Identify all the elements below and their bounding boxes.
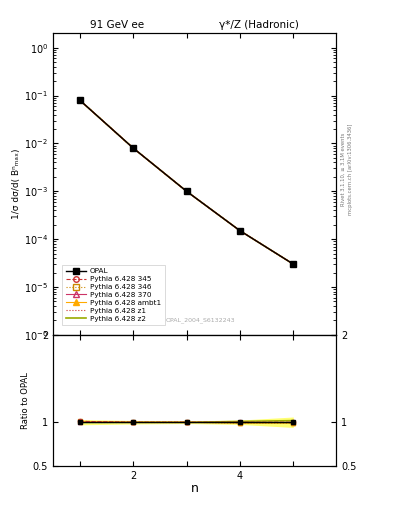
Text: Rivet 3.1.10, ≥ 3.1M events: Rivet 3.1.10, ≥ 3.1M events [341, 132, 346, 206]
Legend: OPAL, Pythia 6.428 345, Pythia 6.428 346, Pythia 6.428 370, Pythia 6.428 ambt1, : OPAL, Pythia 6.428 345, Pythia 6.428 346… [62, 265, 165, 325]
Text: γ*/Z (Hadronic): γ*/Z (Hadronic) [219, 19, 299, 30]
Y-axis label: 1/σ dσ/d( Bⁿₘₐₓ): 1/σ dσ/d( Bⁿₘₐₓ) [12, 149, 21, 219]
Text: 91 GeV ee: 91 GeV ee [90, 19, 144, 30]
Text: OPAL_2004_S6132243: OPAL_2004_S6132243 [165, 317, 235, 323]
Y-axis label: Ratio to OPAL: Ratio to OPAL [21, 372, 30, 429]
Text: mcplots.cern.ch [arXiv:1306.3436]: mcplots.cern.ch [arXiv:1306.3436] [348, 123, 353, 215]
X-axis label: n: n [191, 482, 198, 495]
